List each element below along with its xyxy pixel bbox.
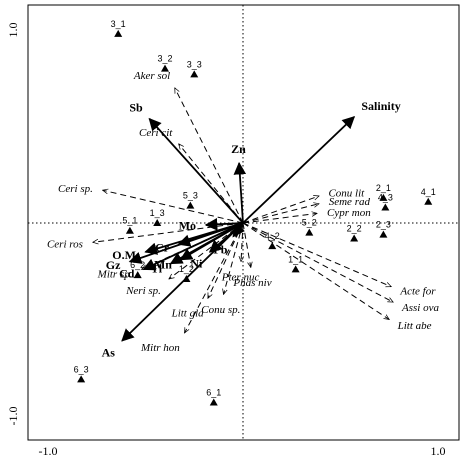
site-label-4-1: 4_1: [421, 187, 436, 197]
x-tick-right: 1.0: [431, 444, 446, 458]
site-label-3-1: 3_1: [111, 19, 126, 29]
species-label-conu-lit: Conu lit: [328, 188, 365, 200]
env-vector-cd: [142, 222, 244, 271]
species-label-neri-sp: Neri sp.: [125, 285, 161, 297]
site-label-5-1: 5_1: [122, 216, 137, 226]
site-marker-5-1: [125, 226, 134, 234]
site-label-1-1: 1_1: [288, 254, 303, 264]
species-vector-acte-for: [242, 222, 391, 288]
env-label-sb: Sb: [129, 100, 143, 114]
site-marker-6-1: [209, 398, 218, 406]
species-vector-ceri-sp: [103, 190, 244, 224]
site-label-4-3: 4_3: [378, 193, 393, 203]
env-vector-mo: [204, 218, 244, 231]
site-label-1-2: 1_2: [179, 264, 194, 274]
species-vector-seme-rad: [242, 204, 319, 224]
site-label-2-1: 2_1: [376, 183, 391, 193]
species-vector-neri-sp: [169, 222, 244, 279]
site-label-6-1: 6_1: [206, 387, 221, 397]
site-marker-1-1: [291, 265, 300, 273]
species-label-mitr-hon: Mitr hon: [140, 342, 180, 354]
site-marker-2-1: [379, 193, 388, 201]
site-marker-4-3: [381, 203, 390, 211]
env-label-tl: Tl: [151, 261, 163, 275]
species-label-litt-abe: Litt abe: [397, 320, 432, 332]
env-label-salinity: Salinity: [361, 99, 400, 113]
site-marker-5-3: [186, 201, 195, 209]
site-marker-4-1: [424, 197, 433, 205]
species-vector-cypr-mon: [242, 213, 317, 224]
species-label-mitr-sp: Mitr sp.: [97, 268, 133, 280]
y-tick-top: 1.0: [6, 23, 20, 38]
site-label-5-3: 5_3: [183, 191, 198, 201]
species-label-seme-rad: Seme rad: [329, 196, 371, 208]
site-marker-5-2: [305, 228, 314, 236]
y-tick-bottom: -1.0: [6, 407, 20, 426]
site-label-1-3: 1_3: [150, 208, 165, 218]
site-marker-3-3: [190, 70, 199, 78]
env-vector-sb: [148, 117, 244, 224]
site-marker-2-2: [350, 234, 359, 242]
species-vector-conu-lit: [242, 196, 319, 224]
site-label-2-3: 2_3: [376, 220, 391, 230]
env-vector-gz: [128, 222, 244, 264]
env-label-as: As: [102, 346, 116, 360]
site-label-2-2: 2_2: [347, 223, 362, 233]
site-marker-3-1: [114, 29, 123, 37]
site-points: 3_1 3_2 3_3 5_3 1_3 5_1 6_2 1_2 4_2 1_1 5_2 2_2 2_3 2…: [74, 19, 436, 406]
site-marker-2-3: [379, 230, 388, 238]
env-label-mn: Mn: [154, 258, 172, 272]
env-label-zn: Zn: [231, 142, 246, 156]
site-marker-1-3: [153, 219, 162, 226]
species-label-ceri-ros: Ceri ros: [47, 239, 83, 251]
species-label-cypr-mon: Cypr mon: [327, 207, 371, 219]
species-label-aker-sol: Aker sol: [133, 70, 170, 82]
species-label-acte-for: Acte for: [399, 286, 436, 298]
species-label-phas-niv: Phas niv: [232, 277, 271, 289]
site-label-4-2: 4_2: [265, 231, 280, 241]
species-vector-ceri-cit: [179, 144, 244, 224]
species-vector-ceri-ros: [93, 222, 244, 242]
env-label-cd: Cd: [119, 267, 135, 281]
site-label-3-2: 3_2: [157, 54, 172, 64]
species-label-conu-sp: Conu sp.: [201, 304, 240, 316]
species-vectors: Aker sol Ceri cit Ceri sp. Ceri ros Mitr sp.…: [47, 70, 440, 354]
site-marker-4-2: [268, 242, 277, 250]
env-label-pb: Pb: [213, 243, 227, 257]
env-label-mo: Mo: [179, 218, 196, 232]
species-label-ceri-sp: Ceri sp.: [58, 183, 93, 195]
site-marker-6-2: [133, 271, 142, 279]
env-vector-salinity: [242, 115, 356, 224]
axis-ticks: 1.0 -1.0 -1.0 1.0: [6, 23, 446, 459]
site-marker-1-2: [182, 274, 191, 282]
site-label-6-2: 6_2: [130, 260, 145, 270]
site-label-6-3: 6_3: [74, 364, 89, 374]
site-marker-6-3: [77, 375, 86, 383]
species-label-pter-nuc: Pter nuc: [221, 272, 260, 284]
species-vector-mitr-hon: [184, 222, 244, 333]
species-label-assi-ova: Assi ova: [401, 302, 439, 314]
species-vector-assi-ova: [242, 222, 393, 303]
site-label-3-3: 3_3: [187, 59, 202, 69]
site-marker-3-2: [161, 64, 169, 72]
env-label-gz: Gz: [106, 258, 121, 272]
species-vector-phas-niv: [242, 222, 251, 267]
species-vector-aker-sol: [174, 88, 244, 224]
species-vector-pter-nuc: [241, 222, 243, 262]
species-label-ceri-cit: Ceri cit: [139, 127, 173, 139]
env-vector-zn: [233, 161, 247, 224]
env-label-ni: Ni: [190, 257, 203, 271]
species-label-litt-gla: Litt gla: [171, 307, 205, 319]
x-tick-left: -1.0: [39, 444, 58, 458]
site-label-5-2: 5_2: [302, 218, 317, 228]
